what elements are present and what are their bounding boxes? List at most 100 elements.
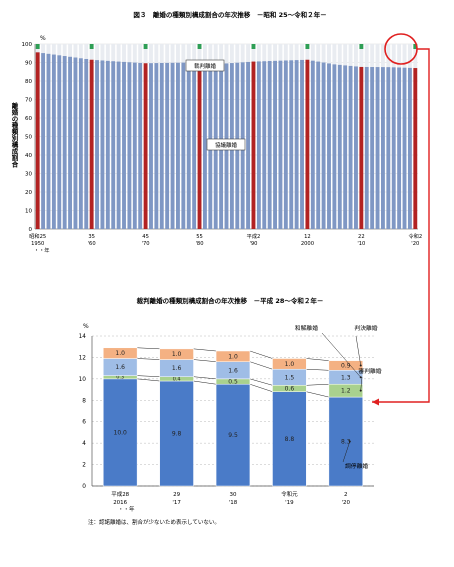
chart1-x-tick-label: 55 (196, 234, 203, 240)
chart1-x-tick-label: 45 (142, 234, 149, 240)
chart1-x-tick-label: 平成2 (247, 232, 261, 240)
chart1-annotation-box-kyogi (206, 138, 246, 151)
chart2-callout-dot (359, 389, 362, 392)
chart2-data-label: 9.8 (172, 431, 182, 438)
chart2-x-tick-label: 30 (230, 492, 237, 498)
chart1-bar-kyogi (386, 67, 391, 229)
chart2-callout-dot (359, 364, 362, 367)
chart2-connector-line (137, 347, 160, 350)
chart2-x-tick-sublabel: '20 (342, 500, 351, 506)
chart2-connector-line (137, 378, 160, 382)
chart1-bar-kyogi (364, 66, 369, 230)
chart1-y-unit: % (40, 35, 46, 42)
chart1-bar-saiban (57, 44, 62, 56)
chart1-bar-saiban (370, 44, 375, 68)
chart1-bar-saiban (170, 44, 175, 63)
chart2-y-tick-label: 6 (82, 420, 86, 426)
chart1-bar-kyogi (41, 53, 46, 229)
chart1-x-tick-label: 令和2 (408, 232, 422, 240)
chart2-x-ticks: 平成28 2016・・年 29 '17 30 '18 令和元 '19 2 '20 (111, 490, 350, 513)
chart1-x-tick-sublabel: '80 (196, 241, 204, 247)
chart1-x-tick-label: 昭和25 (29, 232, 46, 240)
chart1-bar-kyogi (407, 67, 412, 230)
chart1-y-tick-label: 40 (25, 153, 32, 159)
chart1-bar-kyogi (143, 63, 148, 229)
chart1-ylabel: 離婚の種類別構成割合 (10, 101, 19, 169)
chart1-bar-kyogi (170, 62, 175, 230)
chart2-connector-line (193, 348, 217, 352)
chart1-bar-saiban (84, 44, 89, 59)
chart2-data-label: 1.6 (115, 364, 125, 371)
chart2-connector-line (306, 391, 329, 398)
chart1-bar-kyogi (267, 61, 272, 229)
chart2-series-label: 和解離婚 (295, 324, 318, 332)
chart2-data-label: 1.0 (115, 350, 125, 357)
chart1-annotation-kyogi: 協議離婚 (215, 141, 238, 149)
chart1-bar-kyogi (132, 62, 137, 229)
chart1-bar-saiban (246, 44, 251, 62)
chart1-bar-saiban (267, 44, 272, 62)
chart1-y-tick-label: 50 (25, 135, 32, 141)
chart1-bar-saiban (375, 44, 380, 68)
chart1-bar-saiban (224, 44, 229, 64)
chart1-bar-kyogi (337, 64, 342, 229)
chart1-bar-saiban (332, 44, 337, 65)
chart2-x-tick-sublabel: '18 (229, 500, 238, 506)
chart1-bar-saiban (289, 44, 294, 61)
chart2-y-tick-label: 12 (79, 355, 87, 361)
chart1-bar-saiban (262, 44, 267, 62)
chart2-callout-line (360, 376, 363, 391)
chart1-bar-saiban (283, 44, 288, 61)
chart1-bar-kyogi (273, 60, 277, 230)
chart1-bar-saiban (100, 44, 105, 61)
chart1-bar-saiban (165, 44, 170, 63)
chart1-title: 図３ 離婚の種類別構成割合の年次推移 －昭和 25～令和２年－ (133, 10, 326, 19)
chart2-y-tick-label: 10 (79, 377, 87, 383)
chart2-data-label: 1.5 (285, 374, 295, 381)
chart1-bar-saiban (202, 44, 207, 63)
chart2-bar-segment (103, 347, 138, 359)
chart1-bar-saiban (122, 44, 126, 62)
chart1-bar-top-marker (251, 44, 256, 49)
chart1-bar-saiban (68, 44, 73, 57)
chart1-bar-kyogi (149, 63, 153, 230)
chart2-y-tick-label: 4 (82, 441, 86, 447)
chart2-x-tick-sublabel: '17 (172, 500, 181, 506)
chart1-bar-kyogi (100, 60, 105, 230)
chart1-bar-saiban (219, 44, 224, 64)
chart2-x-tick-label: 29 (173, 492, 180, 498)
chart1-bar-top-marker (305, 44, 310, 49)
chart1-bar-kyogi (165, 62, 170, 230)
chart1-bar-saiban (348, 44, 353, 66)
chart1-bar-saiban (78, 44, 83, 59)
chart1-bar-saiban (89, 44, 94, 60)
chart1-x-tick-sublabel: '10 (357, 241, 365, 247)
chart1-bar-top-marker (89, 44, 94, 49)
chart2-series-label: 判決離婚 (354, 324, 377, 332)
chart2-connector-line (193, 380, 217, 385)
chart1-annotation-box-saiban (185, 59, 225, 72)
chart2-connector-line (306, 383, 329, 386)
chart1-bar-saiban (327, 44, 331, 64)
chart1-bar-saiban (149, 44, 153, 64)
chart1-bar-saiban (73, 44, 78, 58)
chart1-bar-kyogi (343, 65, 348, 229)
chart1-bar-saiban (62, 44, 67, 57)
chart1: 図３ 離婚の種類別構成割合の年次推移 －昭和 25～令和２年－ % 離婚の種類別… (10, 10, 430, 406)
chart2-bar-segment (272, 358, 307, 370)
chart2-data-label: 1.3 (341, 374, 351, 381)
chart1-bar-saiban (391, 44, 396, 68)
chart1-bar-saiban (132, 44, 137, 63)
chart1-bar-saiban (359, 44, 364, 67)
chart2-connector-line (193, 376, 217, 380)
chart1-y-tick-label: 80 (25, 79, 32, 85)
chart1-bar-saiban (235, 44, 240, 63)
connector-arrowhead (372, 398, 379, 406)
chart1-y-tick-label: 20 (25, 190, 32, 196)
chart1-bar-saiban (294, 44, 299, 61)
chart1-bar-saiban (159, 44, 164, 63)
chart1-bar-top-marker (35, 44, 40, 49)
chart2-y-tick-label: 8 (82, 398, 86, 404)
chart1-bar-kyogi (300, 59, 304, 229)
